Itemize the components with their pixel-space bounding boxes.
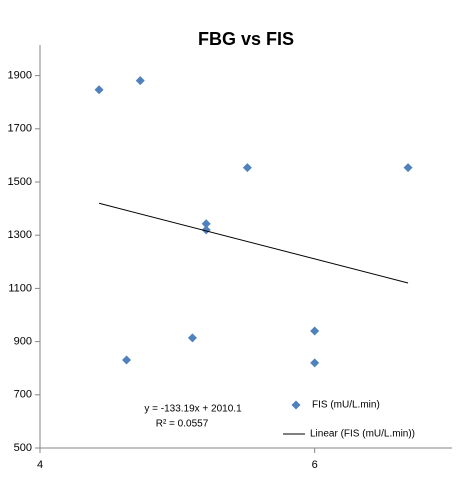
- point: [201, 219, 211, 229]
- y-tick-label: 1700: [8, 123, 32, 135]
- point: [122, 355, 132, 365]
- point: [135, 76, 145, 86]
- point: [242, 163, 252, 173]
- point: [310, 326, 320, 336]
- y-tick-label: 500: [14, 442, 32, 454]
- x-tick-label: 6: [312, 459, 318, 471]
- legend-label: FIS (mU/L.min): [312, 400, 380, 411]
- y-tick-label: 1300: [8, 229, 32, 241]
- y-tick-label: 700: [14, 389, 32, 401]
- y-tick-label: 1900: [8, 70, 32, 82]
- chart-title: FBG vs FIS: [198, 29, 294, 49]
- y-tick-label: 900: [14, 336, 32, 348]
- y-tick-label: 1500: [8, 176, 32, 188]
- point: [310, 358, 320, 368]
- x-tick-label: 4: [37, 459, 43, 471]
- y-tick-label: 1100: [8, 282, 32, 294]
- point: [403, 163, 413, 173]
- legend-label: Linear (FIS (mU/L.min)): [310, 429, 415, 440]
- trendline-equation: y = -133.19x + 2010.1: [144, 404, 242, 415]
- legend-marker: [291, 400, 301, 410]
- point: [201, 225, 211, 235]
- trendline: [98, 202, 409, 284]
- point: [94, 85, 104, 95]
- trendline-r2: R² = 0.0557: [156, 419, 209, 430]
- point: [187, 333, 197, 343]
